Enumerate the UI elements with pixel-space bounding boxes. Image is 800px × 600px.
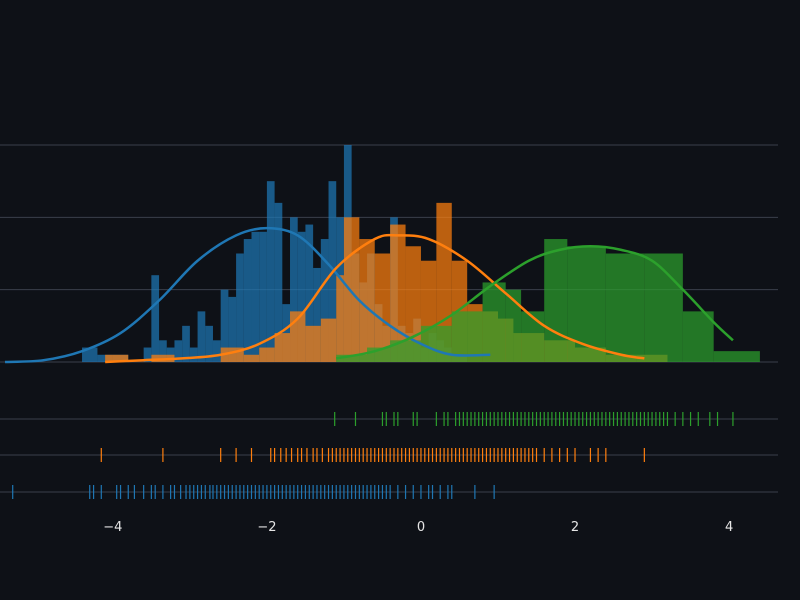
histogram-bar	[305, 325, 321, 362]
histogram-bar	[251, 231, 260, 362]
rug-series-1	[12, 485, 495, 499]
x-tick-label: 2	[571, 520, 579, 535]
histogram-bar	[336, 354, 368, 362]
histogram-bar	[274, 202, 283, 362]
histogram-bar	[320, 318, 337, 362]
histogram-bar	[259, 347, 275, 362]
histogram-series-3	[336, 239, 760, 362]
histogram-bar	[336, 275, 344, 362]
histogram-bar	[212, 340, 221, 362]
histogram-bar	[143, 347, 152, 362]
histogram-bar	[521, 311, 545, 362]
rug-plots	[12, 412, 734, 499]
histogram-bar	[313, 267, 321, 362]
histogram-bar	[182, 325, 190, 362]
histogram-bar	[305, 224, 314, 362]
histogram-bar	[482, 282, 506, 362]
histogram-bar	[174, 340, 183, 362]
kde-curve-2	[105, 233, 645, 364]
histogram-bar	[259, 231, 267, 362]
histogram-bar	[151, 275, 160, 362]
histogram-bar	[290, 217, 298, 362]
kde-curve-1	[4, 226, 491, 364]
histogram-bar	[297, 231, 306, 362]
histogram-bar	[266, 181, 275, 362]
histogram-bar	[405, 246, 421, 362]
histogram-bar	[243, 354, 260, 362]
histogram-bar	[236, 253, 244, 362]
x-tick-label: 4	[725, 520, 733, 535]
histogram-bar	[274, 333, 291, 362]
histogram-bar	[451, 311, 483, 362]
histogram-bar	[159, 340, 167, 362]
x-tick-label: 0	[417, 520, 425, 535]
histogram-bar	[228, 296, 237, 362]
histogram-bar	[374, 253, 391, 362]
rug-gridlines	[0, 418, 778, 493]
histogram-bar	[243, 239, 252, 362]
kde-curves	[4, 226, 734, 364]
histogram-bars	[82, 145, 760, 362]
histogram-bar	[420, 325, 452, 362]
histogram-bar	[682, 311, 714, 362]
histogram-bar	[105, 354, 129, 362]
histogram-bar	[290, 311, 306, 362]
histogram-bar	[343, 217, 360, 362]
rug-series-3	[334, 412, 734, 426]
histogram-bar	[82, 347, 98, 362]
histogram-bar	[505, 289, 522, 362]
histogram-bar	[205, 325, 213, 362]
histogram-bar	[220, 289, 229, 362]
kde-curve-3	[335, 245, 734, 360]
histogram-bar	[605, 253, 645, 362]
histogram-bar	[390, 340, 421, 362]
histogram-bar	[713, 351, 760, 362]
histogram-bar	[282, 304, 291, 362]
histogram-bar	[544, 239, 568, 362]
histogram-bar	[320, 239, 329, 362]
histogram-bar	[359, 239, 375, 362]
rug-series-2	[100, 448, 645, 462]
x-tick-label: −4	[103, 520, 122, 535]
histogram-bar	[197, 311, 206, 362]
x-axis-ticks: −4 −2 0 2 4	[103, 520, 733, 535]
x-tick-label: −2	[257, 520, 276, 535]
histogram-bar	[567, 246, 606, 362]
histogram-bar	[189, 347, 198, 362]
